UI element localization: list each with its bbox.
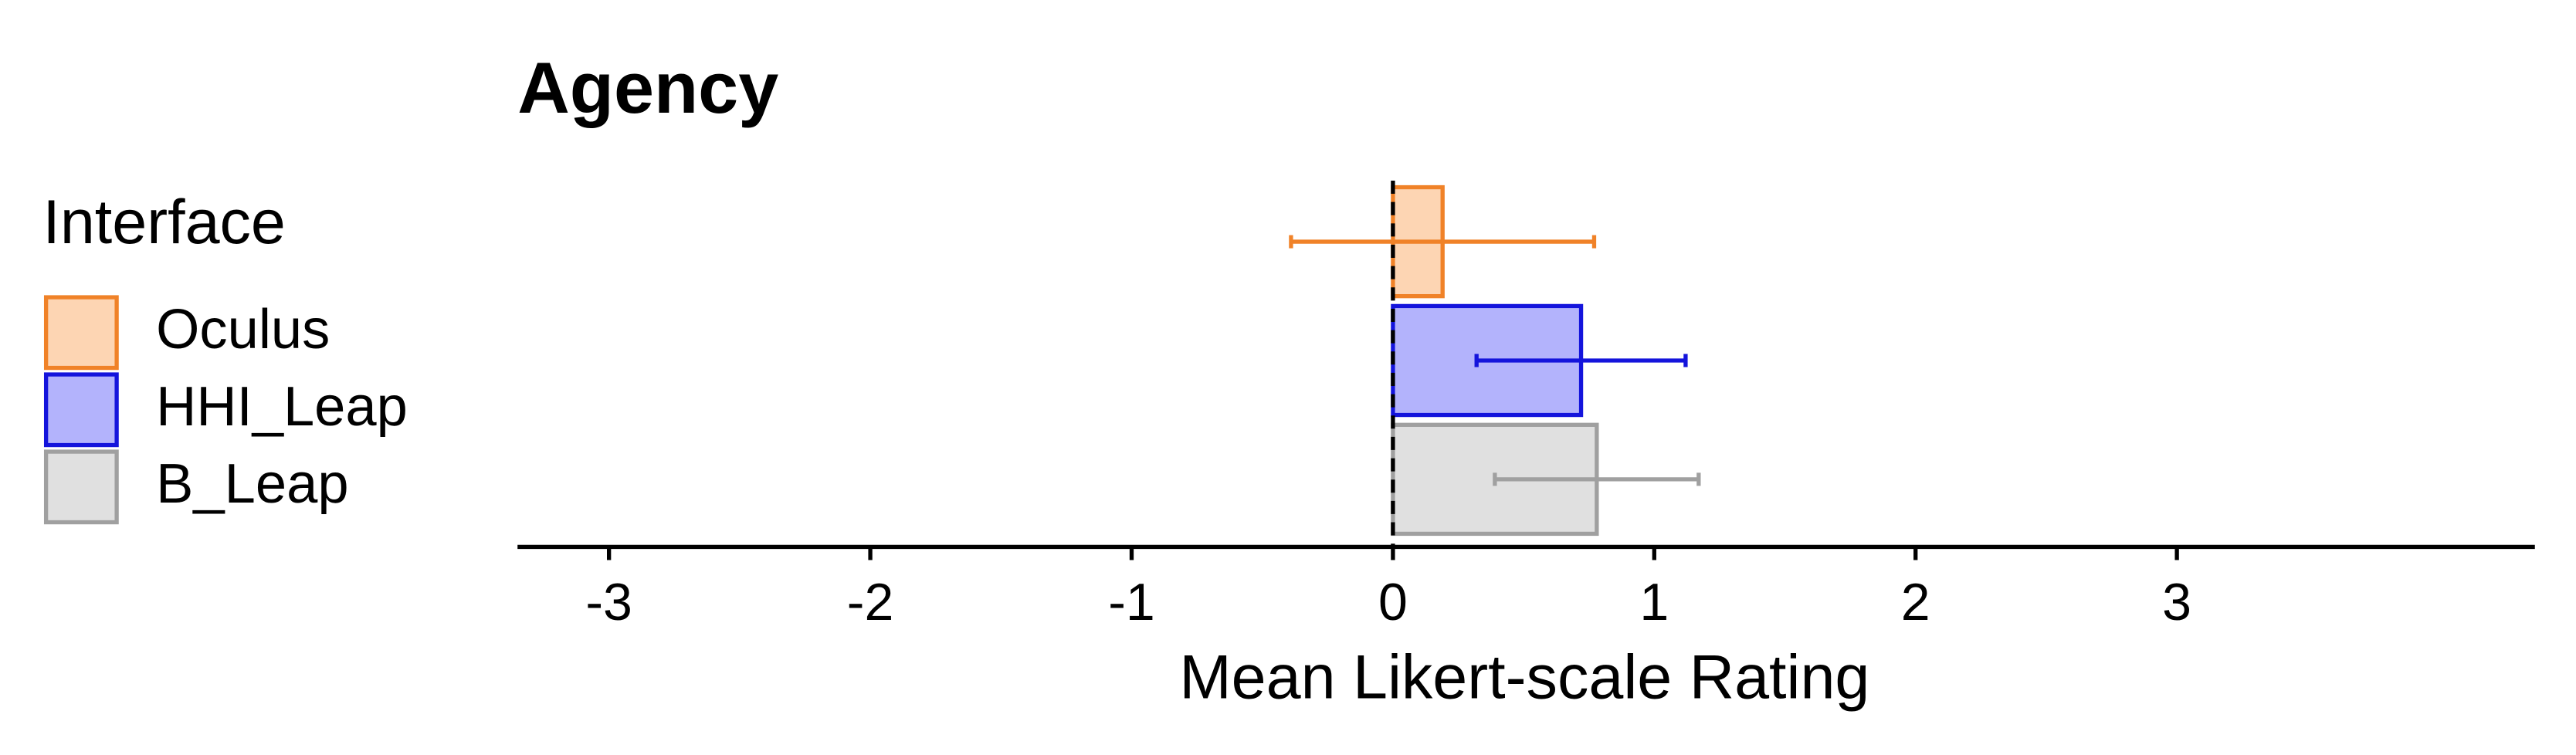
x-tick-label: 2	[1901, 573, 1930, 631]
chart-title: Agency	[517, 47, 778, 128]
error-bar	[1474, 354, 1688, 367]
legend-label: HHI_Leap	[156, 376, 408, 438]
legend-swatch	[43, 372, 119, 448]
x-tick-label: 1	[1639, 573, 1669, 631]
x-tick-label: -2	[847, 573, 894, 631]
legend-swatch	[43, 449, 119, 525]
error-bar	[1493, 472, 1701, 486]
legend-label: Oculus	[156, 299, 330, 361]
error-bar	[1289, 235, 1597, 249]
x-tick-label: -1	[1108, 573, 1155, 631]
legend-title: Interface	[42, 188, 286, 257]
legend-label: B_Leap	[156, 453, 348, 515]
x-tick-label: 0	[1378, 573, 1408, 631]
x-tick-label: -3	[585, 573, 632, 631]
x-tick-label: 3	[2162, 573, 2191, 631]
legend-swatch	[43, 295, 119, 371]
x-axis-label: Mean Likert-scale Rating	[1179, 642, 1869, 712]
